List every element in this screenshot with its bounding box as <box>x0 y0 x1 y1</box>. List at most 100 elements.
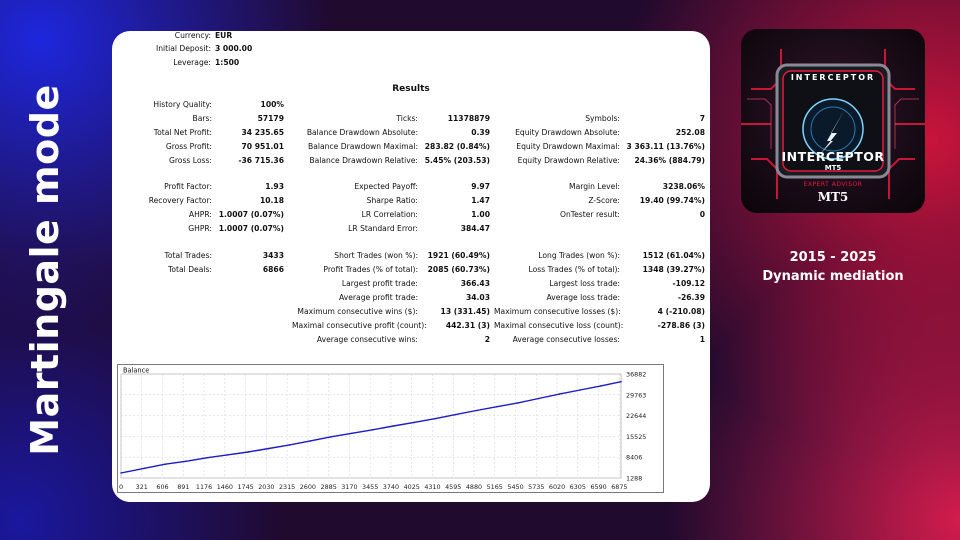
x-tick-label: 6590 <box>590 483 606 491</box>
stat-label: AHPR: <box>112 210 212 220</box>
stat-label: Total Trades: <box>112 251 212 261</box>
stat-value: -109.12 <box>620 279 705 289</box>
stat-label: Bars: <box>112 114 212 124</box>
y-tick-label: 15525 <box>626 433 646 441</box>
stat-value: -36 715.36 <box>212 156 284 166</box>
header-label-currency: Currency: <box>112 31 211 41</box>
stat-value: 1.93 <box>212 182 284 192</box>
stat-value: 34 235.65 <box>212 128 284 138</box>
stat-label: Gross Loss: <box>112 156 212 166</box>
stat-label: Total Net Profit: <box>112 128 212 138</box>
stat-label: History Quality: <box>112 100 212 110</box>
stat-value: 6866 <box>212 265 284 275</box>
stat-label: LR Correlation: <box>292 210 418 220</box>
stat-label: Equity Drawdown Absolute: <box>494 128 620 138</box>
y-tick-label: 8406 <box>626 454 642 462</box>
stat-value: 13 (331.45) <box>418 307 490 317</box>
stat-value: 10.18 <box>212 196 284 206</box>
stat-value: 1512 (61.04%) <box>620 251 705 261</box>
x-tick-label: 5735 <box>528 483 544 491</box>
stat-label: Total Deals: <box>112 265 212 275</box>
balance-point <box>330 436 332 438</box>
balance-point <box>185 461 187 463</box>
x-tick-label: 2885 <box>321 483 337 491</box>
stat-value: 1 <box>620 335 705 345</box>
stat-value: -278.86 (3) <box>620 321 705 331</box>
stat-value: 9.97 <box>418 182 490 192</box>
balance-point <box>496 406 498 408</box>
y-tick-label: 1288 <box>626 475 642 483</box>
stat-label: Largest profit trade: <box>292 279 418 289</box>
balance-point <box>538 398 540 400</box>
y-tick-label: 22644 <box>626 412 646 420</box>
stat-label: Average loss trade: <box>494 293 620 303</box>
stat-label: Balance Drawdown Relative: <box>292 156 418 166</box>
stat-label: Largest loss trade: <box>494 279 620 289</box>
stat-value: 442.31 (3) <box>418 321 490 331</box>
balance-point <box>164 463 166 465</box>
stat-value: 19.40 (99.74%) <box>620 196 705 206</box>
logo-badge: MT5 <box>741 190 925 204</box>
x-tick-label: 3170 <box>341 483 357 491</box>
balance-point <box>372 429 374 431</box>
logo-name: INTERCEPTOR <box>741 149 925 164</box>
stat-label: Loss Trades (% of total): <box>494 265 620 275</box>
stat-value: -26.39 <box>620 293 705 303</box>
stat-value: 2 <box>418 335 490 345</box>
stat-label: Equity Drawdown Relative: <box>494 156 620 166</box>
stat-label: Maximal consecutive loss (count): <box>494 321 620 331</box>
balance-point <box>144 468 146 470</box>
stat-label: Sharpe Ratio: <box>292 196 418 206</box>
x-tick-label: 0 <box>119 483 123 491</box>
x-tick-label: 6020 <box>549 483 565 491</box>
stat-label: Average profit trade: <box>292 293 418 303</box>
x-tick-label: 606 <box>156 483 168 491</box>
logo-top-text: INTERCEPTOR <box>741 73 925 82</box>
stat-value: 3433 <box>212 251 284 261</box>
x-tick-label: 2030 <box>258 483 274 491</box>
stat-label: LR Standard Error: <box>292 224 418 234</box>
balance-point <box>413 422 415 424</box>
logo-sub: MT5 <box>741 164 925 172</box>
side-title-text: Martingale mode <box>23 84 67 456</box>
side-title: Martingale mode <box>0 0 90 540</box>
x-tick-label: 6305 <box>570 483 586 491</box>
stat-label: Z-Score: <box>494 196 620 206</box>
stat-label: Equity Drawdown Maximal: <box>494 142 620 152</box>
logo-tagline: EXPERT ADVISOR <box>741 181 925 188</box>
header-value-currency: EUR <box>215 31 232 41</box>
balance-point <box>206 457 208 459</box>
stat-value: 384.47 <box>418 224 490 234</box>
stat-value: 70 951.01 <box>212 142 284 152</box>
stat-value: 1921 (60.49%) <box>418 251 490 261</box>
plot-area <box>121 374 621 478</box>
balance-point <box>351 433 353 435</box>
stat-label: Profit Factor: <box>112 182 212 192</box>
x-tick-label: 321 <box>136 483 148 491</box>
stat-value: 4 (-210.08) <box>620 307 705 317</box>
x-tick-label: 4025 <box>404 483 420 491</box>
stat-value: 1.0007 (0.07%) <box>212 224 284 234</box>
balance-point <box>393 425 395 427</box>
stat-value: 24.36% (884.79) <box>620 156 705 166</box>
balance-point <box>310 440 312 442</box>
header-value-deposit: 3 000.00 <box>215 44 252 54</box>
x-tick-label: 2600 <box>300 483 316 491</box>
stat-label: Maximum consecutive wins ($): <box>292 307 418 317</box>
stat-value: 2085 (60.73%) <box>418 265 490 275</box>
stat-value: 0 <box>620 210 705 220</box>
balance-point <box>600 385 602 387</box>
caption-years: 2015 - 2025 <box>741 250 925 265</box>
stat-value: 3238.06% <box>620 182 705 192</box>
stat-label: OnTester result: <box>494 210 620 220</box>
y-tick-label: 36882 <box>626 371 646 379</box>
stat-label: Symbols: <box>494 114 620 124</box>
stat-label: Long Trades (won %): <box>494 251 620 261</box>
stat-value: 1348 (39.27%) <box>620 265 705 275</box>
stat-value: 252.08 <box>620 128 705 138</box>
stat-label: Average consecutive wins: <box>292 335 418 345</box>
stat-label: Ticks: <box>292 114 418 124</box>
stat-label: Short Trades (won %): <box>292 251 418 261</box>
stat-value: 0.39 <box>418 128 490 138</box>
stat-label: Profit Trades (% of total): <box>292 265 418 275</box>
